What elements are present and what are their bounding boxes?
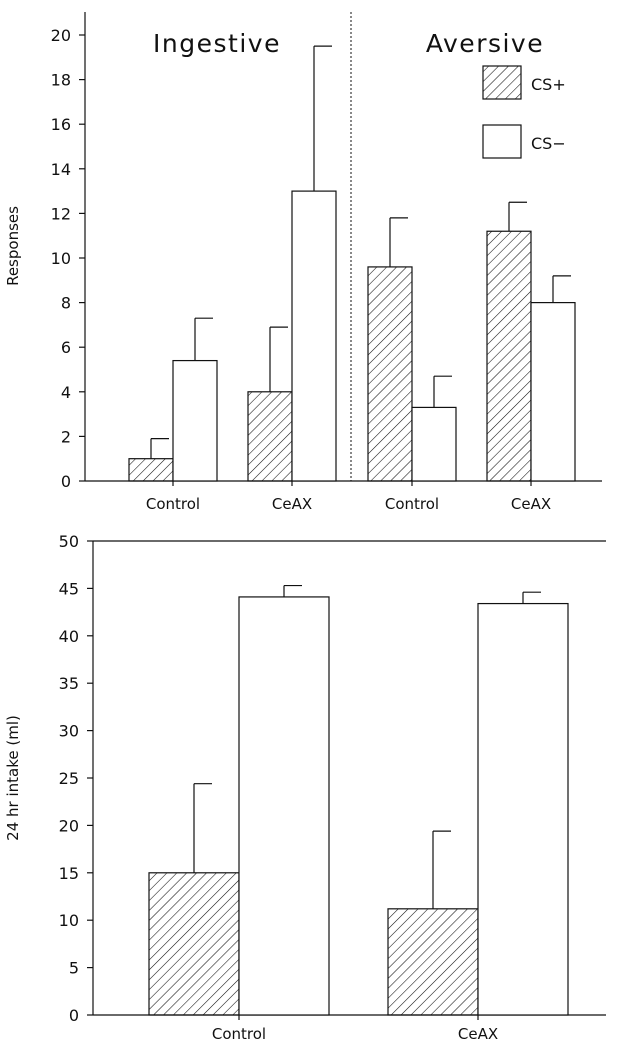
top-bar-cs-control-0	[128, 458, 174, 482]
bottom-y-tick-label: 40	[59, 627, 79, 646]
bottom-category-label: Control	[212, 1025, 266, 1043]
bottom-y-tick-label: 25	[59, 769, 79, 788]
top-bar-cs-ceax-3	[486, 230, 532, 482]
top-y-tick-label: 20	[51, 26, 71, 45]
bottom-bar-cs-control-0	[238, 596, 330, 1016]
bottom-y-ticks: 0 5 10 15 20 25 30 35 40 45 50	[59, 532, 93, 1025]
bottom-y-tick-label: 10	[59, 911, 79, 930]
top-category-label: Control	[146, 495, 200, 513]
top-bar-cs-control-2	[411, 406, 457, 482]
bottom-y-tick-label: 0	[69, 1006, 79, 1025]
top-category-label: CeAX	[511, 495, 551, 513]
top-bar-cs-control-2	[367, 266, 413, 482]
top-y-tick-label: 14	[51, 160, 71, 179]
top-bar-cs-ceax-3	[530, 302, 576, 482]
legend-swatch-cs-plus	[482, 65, 522, 100]
top-bars	[128, 45, 576, 482]
intake-chart: 24 hr intake (ml) 0 5 10 15 20 25 30 35 40 45 50 C…	[4, 532, 606, 1043]
top-bar-cs-ceax-1	[247, 391, 293, 482]
bottom-category-label: CeAX	[458, 1025, 498, 1043]
top-y-tick-label: 4	[61, 383, 71, 402]
bottom-bar-cs-ceax-1	[387, 908, 479, 1016]
bottom-category-labels: Control CeAX	[212, 1015, 498, 1043]
top-y-axis-label: Responses	[4, 206, 22, 286]
bottom-y-tick-label: 30	[59, 722, 79, 741]
legend: CS+ CS−	[482, 65, 566, 159]
top-y-tick-label: 6	[61, 338, 71, 357]
group-title-ingestive: Ingestive	[153, 29, 281, 58]
group-title-aversive: Aversive	[426, 29, 544, 58]
bottom-bars	[148, 584, 569, 1016]
bottom-y-tick-label: 50	[59, 532, 79, 551]
top-y-tick-label: 12	[51, 204, 71, 223]
top-y-tick-label: 10	[51, 249, 71, 268]
bottom-y-tick-label: 5	[69, 959, 79, 978]
bottom-y-tick-label: 35	[59, 674, 79, 693]
top-y-tick-label: 2	[61, 427, 71, 446]
bottom-bar-cs-control-0	[148, 872, 240, 1016]
top-category-label: CeAX	[272, 495, 312, 513]
top-y-tick-label: 8	[61, 294, 71, 313]
legend-label-cs-minus: CS−	[531, 134, 566, 153]
top-bar-cs-ceax-1	[291, 190, 337, 482]
bottom-y-tick-label: 20	[59, 816, 79, 835]
responses-chart: Responses Ingestive Aversive CS+ CS− 0 2 4…	[4, 12, 602, 513]
top-y-ticks: 0 2 4 6 8 10 12 14 16 18 20	[51, 26, 85, 491]
top-y-tick-label: 16	[51, 115, 71, 134]
top-bar-cs-control-0	[172, 359, 218, 482]
top-y-tick-label: 18	[51, 71, 71, 90]
top-y-tick-label: 0	[61, 472, 71, 491]
top-category-labels: Control CeAX Control CeAX	[146, 481, 551, 513]
bottom-y-tick-label: 45	[59, 579, 79, 598]
bottom-y-tick-label: 15	[59, 864, 79, 883]
legend-swatch-cs-minus	[482, 124, 522, 159]
bottom-y-axis-label: 24 hr intake (ml)	[4, 715, 22, 841]
top-category-label: Control	[385, 495, 439, 513]
legend-label-cs-plus: CS+	[531, 75, 566, 94]
bottom-bar-cs-ceax-1	[477, 602, 569, 1016]
